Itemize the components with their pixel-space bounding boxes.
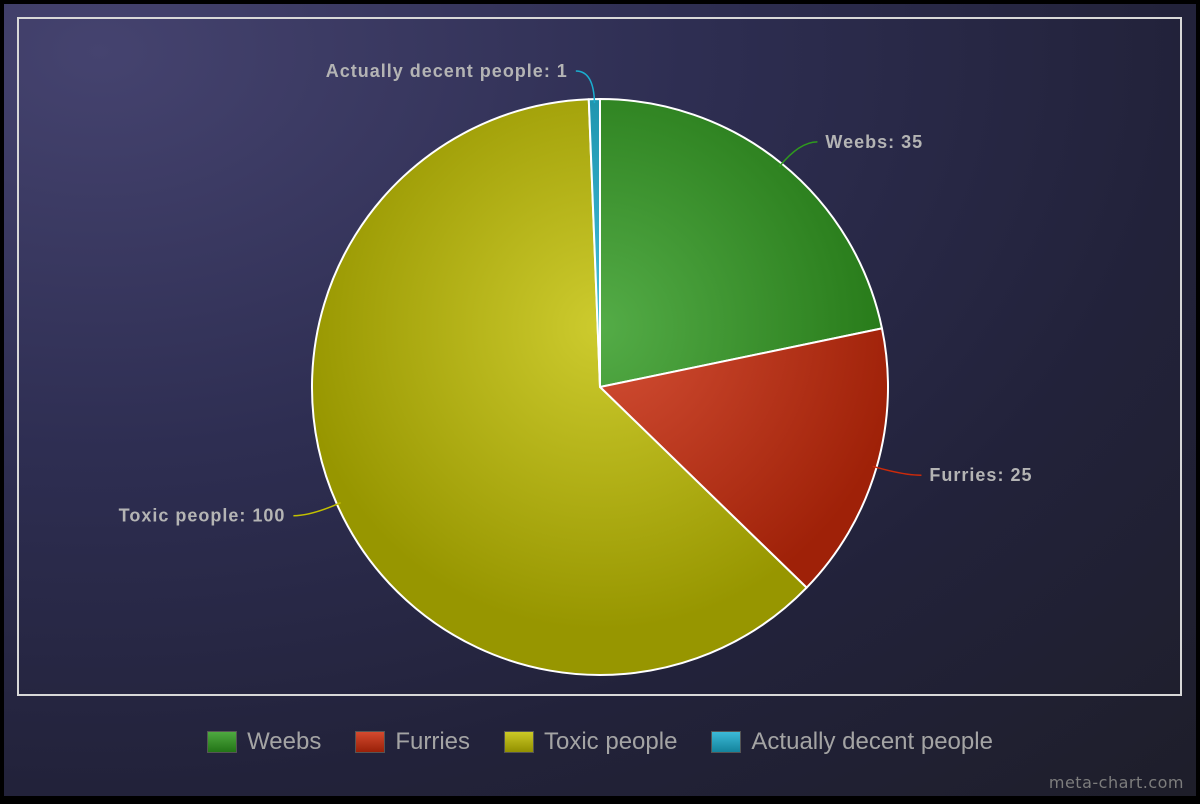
slice-labels-group: Weebs: 35 Furries: 25 Toxic people: 100 Act… bbox=[119, 61, 1032, 526]
watermark: meta-chart.com bbox=[1048, 773, 1184, 792]
slices-group bbox=[311, 98, 889, 676]
chart-area: Weebs: 35 Furries: 25 Toxic people: 100 Act… bbox=[4, 4, 1196, 796]
slice-label-toxic-people: Toxic people: 100 bbox=[119, 506, 286, 526]
legend-item-furries[interactable]: Furries bbox=[355, 728, 470, 756]
legend-swatch-actually-decent-people bbox=[711, 731, 742, 753]
legend-label-toxic-people: Toxic people bbox=[544, 728, 678, 755]
slice-label-actually-decent-people: Actually decent people: 1 bbox=[326, 61, 568, 81]
leader-line-actually-decent-people bbox=[575, 70, 596, 104]
legend-item-toxic-people[interactable]: Toxic people bbox=[504, 728, 677, 756]
slice-label-furries: Furries: 25 bbox=[929, 465, 1032, 485]
legend-swatch-toxic-people bbox=[504, 731, 534, 753]
leader-line-furries bbox=[872, 465, 922, 476]
legend-item-weebs[interactable]: Weebs bbox=[207, 728, 321, 756]
legend-label-actually-decent-people: Actually decent people bbox=[751, 728, 993, 755]
legend: Weebs Furries Toxic people Actually dece… bbox=[4, 728, 1196, 756]
leader-line-toxic-people bbox=[293, 501, 341, 517]
leader-lines-group bbox=[293, 70, 922, 517]
legend-label-weebs: Weebs bbox=[247, 728, 322, 755]
legend-swatch-weebs bbox=[207, 731, 238, 753]
legend-label-furries: Furries bbox=[395, 728, 470, 755]
leader-line-weebs bbox=[778, 141, 818, 168]
plot-area-border bbox=[17, 17, 1182, 696]
slice-label-weebs: Weebs: 35 bbox=[825, 132, 923, 152]
pie-chart: Weebs: 35 Furries: 25 Toxic people: 100 Act… bbox=[17, 17, 1182, 696]
legend-swatch-furries bbox=[355, 731, 386, 753]
legend-item-actually-decent-people[interactable]: Actually decent people bbox=[711, 728, 993, 756]
